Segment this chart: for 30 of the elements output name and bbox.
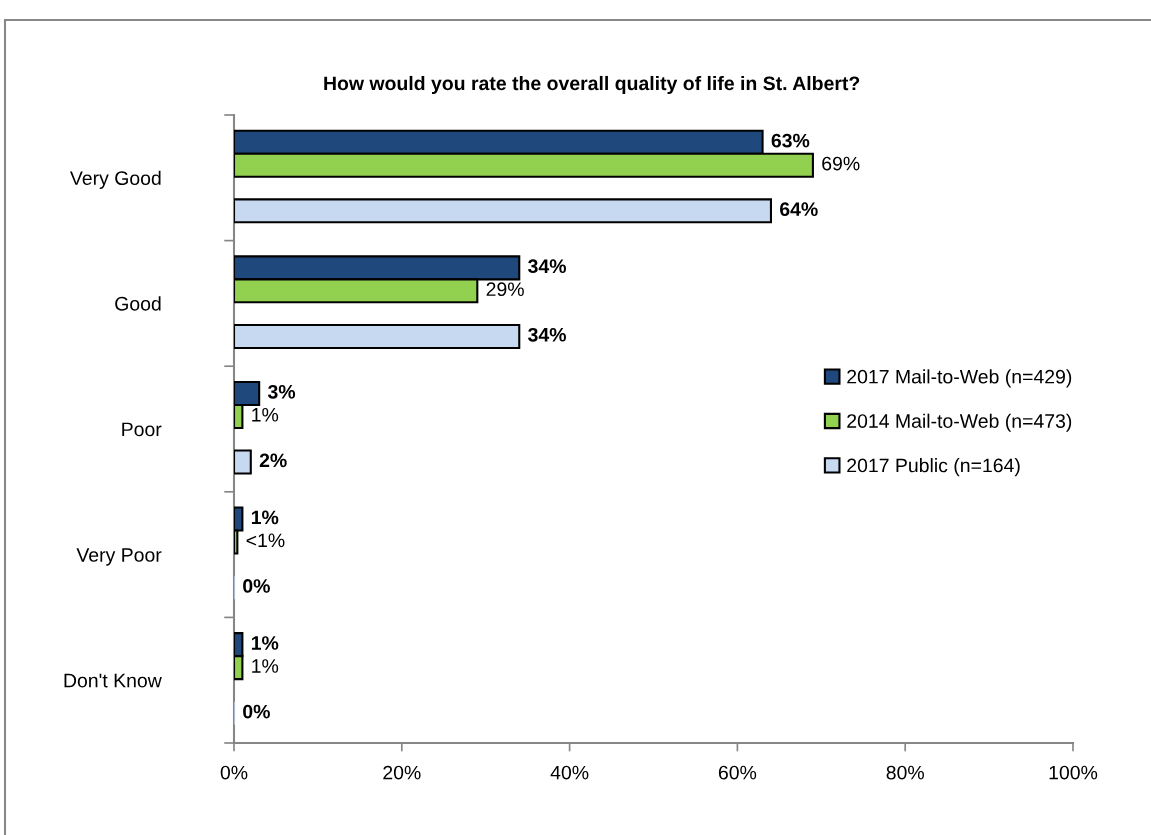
x-tick-label: 80% [886, 765, 924, 780]
data-label: 69% [822, 156, 860, 171]
data-label: 1% [251, 510, 279, 525]
x-tick-label: 0% [220, 765, 248, 780]
y-tick-label: Don't Know [64, 673, 162, 688]
y-tick-label: Very Good [69, 170, 161, 189]
data-label: 0% [243, 704, 270, 719]
data-label: 1% [251, 636, 279, 650]
x-tick-label: 20% [383, 765, 421, 780]
y-tick-label: Very Poor [76, 548, 162, 566]
legend-label: 2017 Mail-to-Web (n=429) [847, 369, 1072, 388]
y-tick-label: Poor [122, 422, 162, 437]
data-label: 0% [243, 579, 270, 593]
data-label: 2% [259, 453, 287, 468]
data-label: 64% [780, 202, 818, 217]
data-label: 63% [771, 133, 810, 148]
data-label: 34% [528, 259, 566, 274]
data-label: 29% [486, 282, 524, 297]
legend-label: 2017 Public (n=164) [847, 458, 1020, 477]
x-tick-label: 60% [718, 765, 757, 780]
data-label: 1% [252, 407, 279, 422]
x-tick-label: 100% [1049, 765, 1098, 780]
data-label: 34% [528, 327, 566, 342]
y-tick-label: Good [115, 296, 161, 311]
data-label: 3% [267, 384, 296, 399]
chart-title: How would you rate the overall quality of life in St. Albert? [324, 75, 860, 95]
x-tick-label: 40% [550, 765, 589, 780]
data-label: 1% [252, 659, 279, 673]
data-label: <1% [246, 533, 285, 548]
legend-label: 2014 Mail-to-Web (n=473) [847, 413, 1072, 432]
